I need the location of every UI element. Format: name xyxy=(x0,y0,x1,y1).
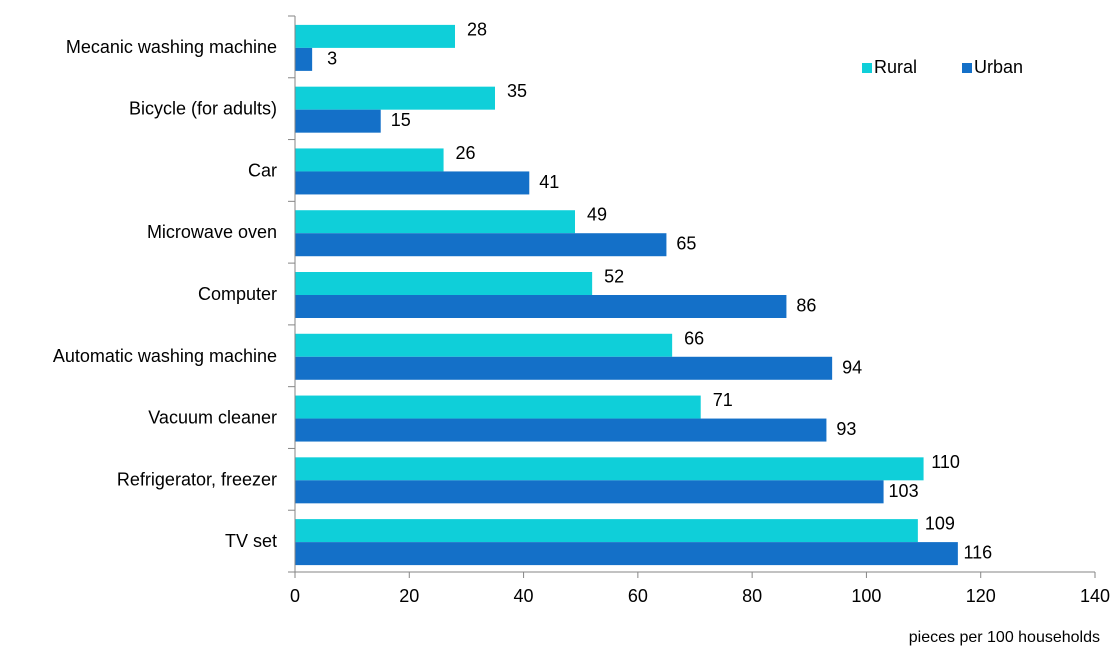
bar-rural-1 xyxy=(295,86,495,110)
bar-urban-0 xyxy=(295,47,313,71)
bar-rural-3 xyxy=(295,210,575,234)
data-label-rural-6: 71 xyxy=(713,390,733,410)
category-label-5: Automatic washing machine xyxy=(53,346,277,366)
legend-swatch-rural xyxy=(862,63,872,73)
bar-rural-6 xyxy=(295,395,701,419)
bar-urban-1 xyxy=(295,109,381,133)
data-label-rural-7: 110 xyxy=(931,452,960,472)
data-label-rural-2: 26 xyxy=(456,143,476,163)
bar-rural-4 xyxy=(295,272,593,295)
data-label-urban-6: 93 xyxy=(836,419,856,439)
data-label-urban-3: 65 xyxy=(676,234,696,254)
bar-urban-7 xyxy=(295,480,884,504)
data-label-rural-5: 66 xyxy=(684,328,704,348)
x-axis-title: pieces per 100 households xyxy=(909,629,1100,646)
bar-urban-3 xyxy=(295,233,667,257)
bar-rural-8 xyxy=(295,519,918,543)
data-label-rural-3: 49 xyxy=(587,205,607,225)
category-label-8: TV set xyxy=(225,531,277,551)
data-label-rural-1: 35 xyxy=(507,81,527,101)
legend-label-rural: Rural xyxy=(874,57,917,77)
data-label-urban-5: 94 xyxy=(842,357,862,377)
category-label-3: Microwave oven xyxy=(147,222,277,242)
x-tick-label: 100 xyxy=(851,586,881,606)
category-label-0: Mecanic washing machine xyxy=(66,37,277,57)
bar-urban-8 xyxy=(295,542,958,566)
x-tick-label: 120 xyxy=(966,586,996,606)
data-label-urban-7: 103 xyxy=(889,481,919,501)
x-tick-label: 0 xyxy=(290,586,300,606)
bar-urban-6 xyxy=(295,418,827,442)
category-label-4: Computer xyxy=(198,284,277,304)
bar-rural-0 xyxy=(295,24,455,48)
category-label-7: Refrigerator, freezer xyxy=(117,469,277,489)
data-label-urban-0: 3 xyxy=(327,48,337,68)
x-tick-label: 20 xyxy=(399,586,419,606)
bar-rural-5 xyxy=(295,333,673,357)
data-label-rural-0: 28 xyxy=(467,19,487,39)
category-label-6: Vacuum cleaner xyxy=(148,408,277,428)
legend-swatch-urban xyxy=(962,63,972,73)
bar-rural-2 xyxy=(295,148,444,172)
bar-urban-4 xyxy=(295,295,787,318)
category-label-2: Car xyxy=(248,160,277,180)
x-tick-label: 40 xyxy=(514,586,534,606)
bar-urban-5 xyxy=(295,356,833,380)
x-tick-label: 80 xyxy=(742,586,762,606)
data-label-urban-1: 15 xyxy=(391,110,411,130)
bar-rural-7 xyxy=(295,457,924,481)
data-label-rural-4: 52 xyxy=(604,267,624,287)
data-label-urban-8: 116 xyxy=(964,543,993,563)
category-label-1: Bicycle (for adults) xyxy=(129,99,277,119)
x-tick-label: 60 xyxy=(628,586,648,606)
x-tick-label: 140 xyxy=(1080,586,1110,606)
data-label-urban-4: 86 xyxy=(796,296,816,316)
data-label-urban-2: 41 xyxy=(539,172,559,192)
legend-label-urban: Urban xyxy=(974,57,1023,77)
data-label-rural-8: 109 xyxy=(925,514,955,534)
bar-urban-2 xyxy=(295,171,530,195)
